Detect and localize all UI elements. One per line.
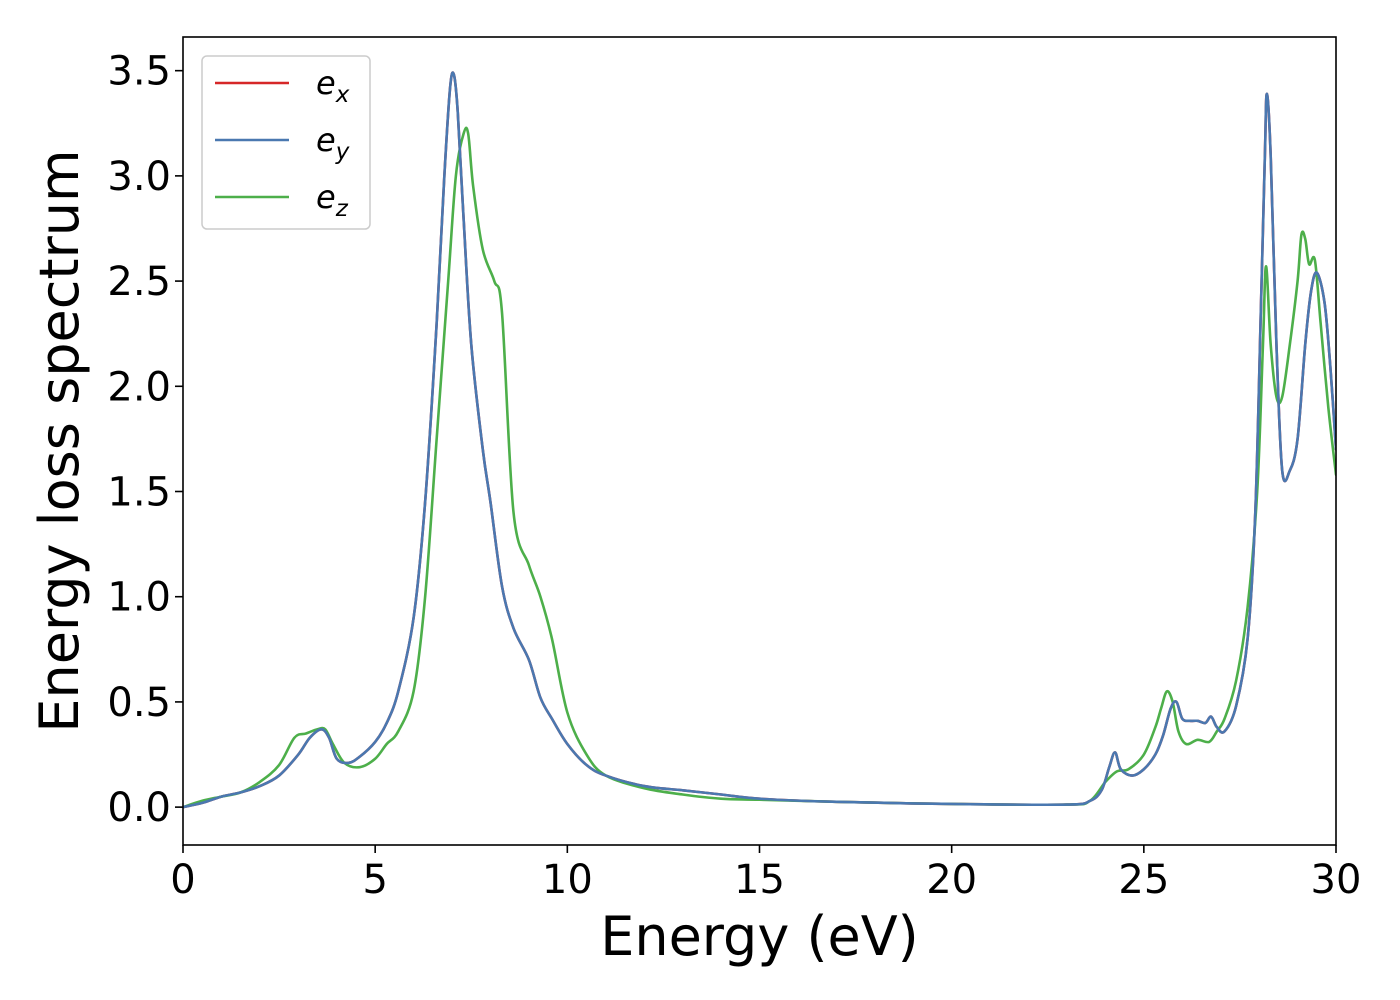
y-tick-label: 3.5: [107, 49, 171, 95]
y-axis-ticks: 0.0 0.5 1.0 1.5 2.0 2.5 3.0 3.5: [107, 49, 183, 831]
y-tick-label: 0.0: [107, 785, 171, 831]
y-tick-label: 2.5: [107, 259, 171, 305]
y-tick-label: 0.5: [107, 680, 171, 726]
y-axis-label: Energy loss spectrum: [28, 149, 91, 732]
y-tick-label: 2.0: [107, 364, 171, 410]
x-tick-label: 10: [542, 857, 593, 903]
y-tick-label: 3.0: [107, 154, 171, 200]
y-tick-label: 1.5: [107, 470, 171, 516]
legend-label-ex: ex: [316, 64, 350, 108]
legend-label-ey: ey: [316, 121, 350, 165]
legend-label-ez: ez: [316, 178, 349, 222]
x-tick-label: 15: [734, 857, 785, 903]
legend-box: [201, 55, 371, 230]
x-tick-label: 5: [362, 857, 387, 903]
series-line-ez: [183, 126, 1336, 809]
y-tick-label: 1.0: [107, 575, 171, 621]
series-line-ey: [183, 71, 1336, 809]
x-tick-label: 30: [1311, 857, 1362, 903]
series-layer: [183, 71, 1336, 809]
x-tick-label: 20: [926, 857, 977, 903]
x-tick-label: 25: [1118, 857, 1169, 903]
x-axis-ticks: 0 5 10 15 20 25 30: [170, 845, 1361, 903]
x-tick-label: 0: [170, 857, 195, 903]
x-axis-label: Energy (eV): [600, 905, 919, 968]
legend: ex ey ez: [201, 55, 371, 230]
